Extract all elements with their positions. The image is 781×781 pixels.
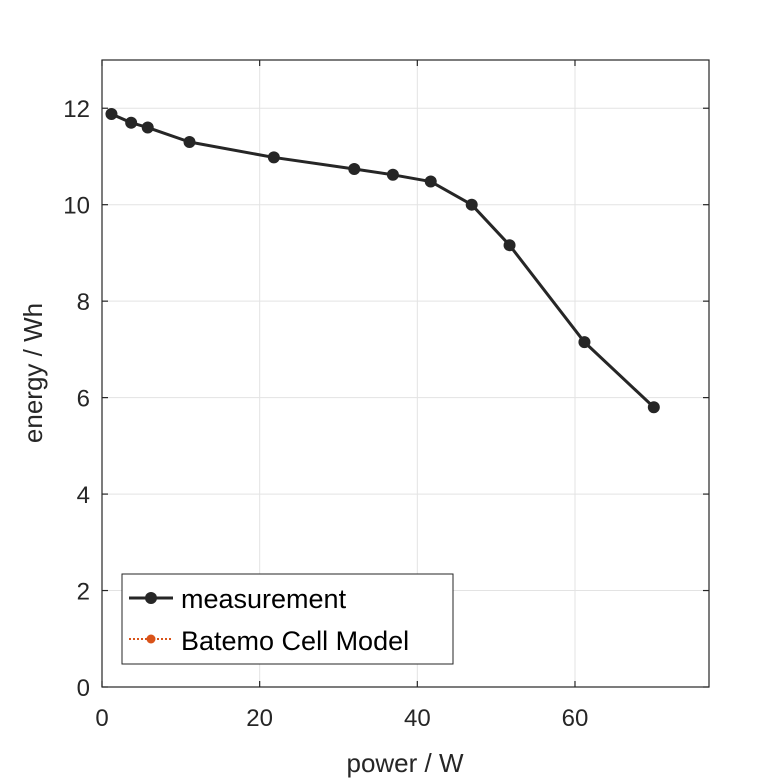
legend-label-batemo: Batemo Cell Model [181, 626, 409, 656]
x-tick-label: 20 [246, 705, 273, 732]
y-tick-label: 2 [77, 579, 90, 606]
legend-box [121, 573, 454, 665]
x-axis-label: power / W [346, 748, 463, 778]
plot-area-frame [101, 59, 710, 688]
x-tick-label: 40 [404, 705, 431, 732]
legend-marker-batemo [146, 634, 156, 644]
data-point [125, 116, 138, 129]
x-tick-label: 60 [562, 705, 589, 732]
data-point [647, 401, 660, 414]
data-point [386, 168, 399, 181]
data-point [503, 239, 516, 252]
x-tick-label: 0 [95, 705, 108, 732]
data-point [141, 121, 154, 134]
ticks: 0 20 40 60 0 2 4 6 8 10 12 [63, 60, 709, 732]
y-tick-label: 8 [77, 289, 90, 316]
legend-marker-measurement [145, 592, 157, 604]
y-tick-label: 4 [77, 482, 90, 509]
y-tick-label: 6 [77, 386, 90, 413]
data-point [348, 163, 361, 176]
data-point [267, 151, 280, 164]
data-point [105, 108, 118, 121]
data-point [465, 198, 478, 211]
legend-label-measurement: measurement [181, 584, 347, 614]
y-axis-label: energy / Wh [18, 303, 48, 443]
legend: measurement Batemo Cell Model [121, 573, 454, 665]
data-point [424, 175, 437, 188]
y-tick-label: 10 [63, 193, 90, 220]
y-tick-label: 0 [77, 675, 90, 702]
y-tick-label: 12 [63, 96, 90, 123]
data-point [183, 135, 196, 148]
series-layer [105, 108, 660, 414]
data-point [578, 336, 591, 349]
grid [101, 60, 709, 688]
